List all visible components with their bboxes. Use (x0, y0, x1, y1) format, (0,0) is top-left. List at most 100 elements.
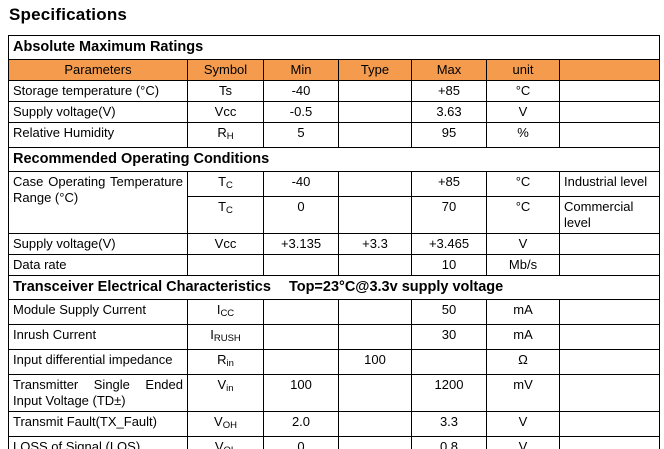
param-cell: Input differential impedance (8, 349, 188, 375)
param-line: Input differential impedance (13, 352, 173, 367)
param-cell: Case Operating Temperature Range (°C) (8, 171, 188, 234)
symbol-subscript: C (226, 205, 233, 216)
type-cell (338, 171, 412, 197)
symbol-subscript: CC (220, 308, 235, 319)
symbol-base: I (210, 327, 214, 342)
note-cell: Commercial level (558, 196, 661, 234)
table-row: Storage temperature (°C) Ts -40 +85 °C (8, 80, 661, 102)
table-row: Inrush Current IRUSH 30 mA (8, 324, 661, 350)
symbol-base: R (217, 125, 227, 140)
max-cell: 3.63 (411, 101, 487, 123)
table-row: Transmit Fault(TX_Fault) VOH 2.0 3.3 V (8, 411, 661, 437)
note-cell (558, 80, 661, 102)
max-cell: +85 (411, 80, 487, 102)
min-cell: 2.0 (263, 411, 339, 437)
unit-cell: °C (486, 196, 560, 234)
max-cell: 1200 (411, 374, 487, 412)
symbol-cell: Vcc (187, 101, 264, 123)
param-line: Case Operating Temperature (13, 174, 183, 189)
param-line: Supply voltage(V) (13, 104, 116, 119)
column-header: Parameters (8, 59, 188, 81)
table-row: TC 0 70 °C Commercial level (9, 196, 661, 234)
param-line: Transmitter Single Ended (13, 377, 183, 392)
min-cell: +3.135 (263, 233, 339, 255)
type-cell (338, 101, 412, 123)
unit-cell: mA (486, 324, 560, 350)
min-cell (263, 349, 339, 375)
section-title-extra: Top=23°C@3.3v supply voltage (288, 279, 504, 295)
note-cell (558, 324, 661, 350)
type-cell (338, 299, 412, 325)
unit-cell: °C (486, 80, 560, 102)
type-cell: 100 (338, 349, 412, 375)
symbol-subscript: in (226, 358, 234, 369)
min-cell: 0 (263, 196, 339, 234)
symbol-cell: Vin (187, 374, 264, 412)
min-cell: 5 (263, 122, 339, 148)
symbol-subscript: H (226, 131, 234, 142)
specifications-table-body: Absolute Maximum Ratings Parameters Symbol… (7, 35, 661, 449)
symbol-subscript: in (226, 383, 234, 394)
symbol-cell: Ts (187, 80, 264, 102)
param-cell: Transmitter Single Ended Input Voltage (T… (8, 374, 188, 412)
max-cell: 70 (411, 196, 487, 234)
symbol-subscript: OH (222, 420, 237, 431)
unit-cell: V (486, 101, 560, 123)
symbol-subscript: RUSH (213, 333, 241, 344)
param-cell: Supply voltage(V) (8, 101, 188, 123)
section-header-row: Transceiver Electrical Characteristics To… (7, 275, 661, 300)
column-header-row: Parameters Symbol Min Type Max unit (8, 59, 661, 81)
unit-cell: V (486, 411, 560, 437)
param-cell: LOSS of Signal (LOS) (8, 436, 188, 449)
unit-cell: Mb/s (486, 254, 560, 276)
column-header (558, 59, 661, 81)
symbol-cell: TC (187, 196, 264, 234)
max-cell: +85 (411, 171, 487, 197)
symbol-cell: Vcc (187, 233, 264, 255)
param-cell: Data rate (8, 254, 188, 276)
min-cell (263, 299, 339, 325)
symbol-cell: VOL (187, 436, 264, 449)
param-line: Inrush Current (13, 327, 97, 342)
max-cell: +3.465 (411, 233, 487, 255)
section-title-cell: Absolute Maximum Ratings (7, 35, 661, 60)
symbol-cell (187, 254, 264, 276)
section-header-row: Absolute Maximum Ratings (7, 35, 661, 60)
param-cell: Storage temperature (°C) (8, 80, 188, 102)
section-title-text: Recommended Operating Conditions (13, 151, 270, 167)
param-line: Data rate (13, 257, 67, 272)
unit-cell: mV (486, 374, 560, 412)
table-row: Relative Humidity RH 5 95% (8, 122, 661, 148)
column-header: Symbol (187, 59, 264, 81)
unit-cell: mA (486, 299, 560, 325)
symbol-base: Vcc (214, 104, 237, 119)
param-line: Module Supply Current (13, 302, 146, 317)
min-cell (263, 324, 339, 350)
max-cell: 50 (411, 299, 487, 325)
note-cell (558, 254, 661, 276)
unit-cell: % (486, 122, 560, 148)
table-row: Transmitter Single Ended Input Voltage (T… (8, 374, 661, 412)
max-cell: 3.3 (411, 411, 487, 437)
type-cell (338, 436, 412, 449)
symbol-cell: VOH (187, 411, 264, 437)
note-cell (558, 374, 661, 412)
note-cell (558, 101, 661, 123)
note-cell (558, 411, 661, 437)
note-cell (558, 436, 661, 449)
page-title: Specifications (9, 5, 128, 24)
note-cell (558, 122, 661, 148)
param-cell: Transmit Fault(TX_Fault) (8, 411, 188, 437)
symbol-subscript: OL (223, 445, 236, 449)
type-cell: +3.3 (338, 233, 412, 255)
symbol-base: Ts (219, 83, 232, 98)
section-title-text: Absolute Maximum Ratings (13, 39, 204, 55)
param-line: Input Voltage (TD±) (13, 393, 126, 408)
min-cell: -40 (263, 171, 339, 197)
section-header-row: Recommended Operating Conditions (7, 147, 661, 172)
column-header: Min (263, 59, 339, 81)
note-cell (558, 233, 661, 255)
table-row: Case Operating Temperature Range (°C) TC -4… (8, 171, 661, 234)
symbol-base: V (214, 439, 224, 449)
max-cell: 95 (411, 122, 487, 148)
